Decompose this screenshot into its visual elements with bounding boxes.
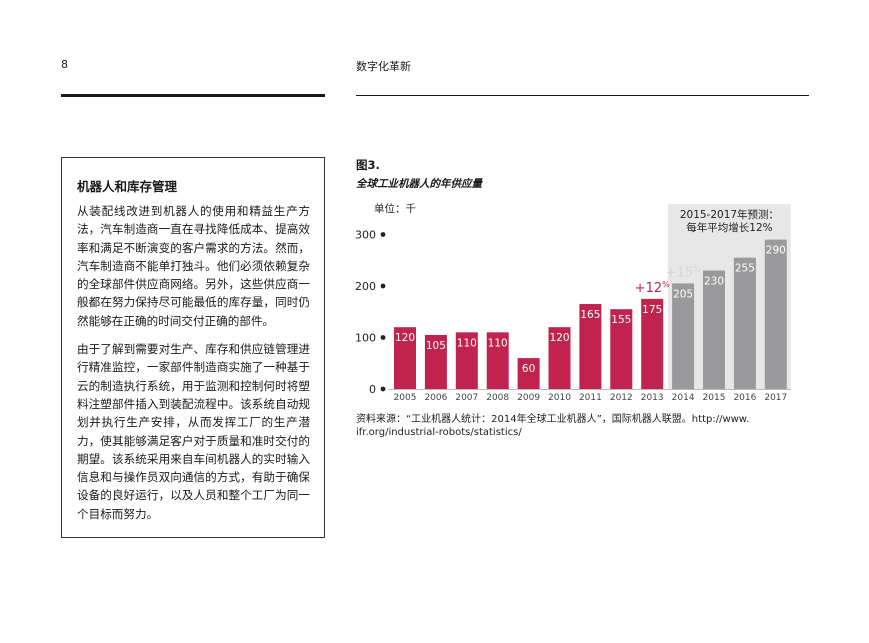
bar-2007 xyxy=(455,332,478,389)
bar-value-label-2012: 155 xyxy=(611,314,631,326)
bar-value-label-2014: 205 xyxy=(673,288,693,300)
bar-value-label-2013: 175 xyxy=(642,304,662,316)
x-tick-label-2009: 2009 xyxy=(517,393,540,403)
right-column-rule xyxy=(356,95,809,96)
bar-value-label-2005: 120 xyxy=(395,332,415,344)
bar-value-label-2016: 255 xyxy=(735,263,755,275)
bar-value-label-2008: 110 xyxy=(488,337,508,349)
x-tick-label-2008: 2008 xyxy=(486,393,509,403)
bar-2006 xyxy=(424,334,447,389)
bar-value-label-2011: 165 xyxy=(580,309,600,321)
x-tick-label-2010: 2010 xyxy=(548,393,571,403)
y-tick-label-300: 300 xyxy=(355,229,376,242)
x-tick-label-2013: 2013 xyxy=(641,393,664,403)
y-tick-label-200: 200 xyxy=(355,280,376,293)
y-tick-dot-200 xyxy=(380,283,386,289)
x-tick-label-2015: 2015 xyxy=(703,393,726,403)
x-tick-label-2006: 2006 xyxy=(424,393,447,403)
forecast-note-line-2: 每年平均增长12% xyxy=(686,221,772,234)
growth-label-2013: +12% xyxy=(635,280,670,296)
bar-2009 xyxy=(517,358,540,389)
bar-value-label-2006: 105 xyxy=(426,340,446,352)
sidebar-paragraph-1: 从装配线改进到机器人的使用和精益生产方法，汽车制造商一直在寻找降低成本、提高效率… xyxy=(77,204,310,328)
x-tick-label-2016: 2016 xyxy=(733,393,756,403)
bar-value-label-2007: 110 xyxy=(457,337,477,349)
growth-label-2014: +15% xyxy=(666,264,701,280)
figure-label: 图3. xyxy=(356,158,380,172)
forecast-note-line-1: 2015-2017年预测： xyxy=(680,208,779,221)
x-tick-label-2014: 2014 xyxy=(672,393,695,403)
bar-value-label-2010: 120 xyxy=(549,332,569,344)
page-number: 8 xyxy=(61,58,68,71)
bar-2010 xyxy=(548,327,571,389)
bar-2005 xyxy=(394,327,416,389)
bar-2012 xyxy=(610,309,633,389)
bar-2008 xyxy=(486,332,509,389)
left-column-rule xyxy=(61,94,325,97)
bar-2014 xyxy=(672,283,695,389)
x-tick-label-2005: 2005 xyxy=(394,393,417,403)
sidebar-paragraph-2: 由于了解到需要对生产、库存和供应链管理进行精准监控，一家部件制造商实施了一种基于… xyxy=(77,342,310,521)
y-tick-dot-300 xyxy=(380,232,386,237)
sidebar-box: 机器人和库存管理 从装配线改进到机器人的使用和精益生产方法，汽车制造商一直在寻找… xyxy=(61,157,325,538)
y-tick-label-0: 0 xyxy=(369,383,376,396)
bar-2011 xyxy=(579,304,602,389)
figure-title: 全球工业机器人的年供应量 xyxy=(356,178,482,190)
bar-2013 xyxy=(641,298,664,389)
bar-value-label-2017: 290 xyxy=(766,245,786,257)
bar-value-label-2009: 60 xyxy=(522,363,535,375)
bar-2017 xyxy=(764,239,787,389)
running-head: 数字化革新 xyxy=(356,60,411,73)
y-tick-label-100: 100 xyxy=(355,332,376,345)
figure-source: 资料来源：“工业机器人统计：2014年全球工业机器人”，国际机器人联盟。http… xyxy=(356,414,750,438)
y-tick-dot-0 xyxy=(380,386,386,392)
x-tick-label-2007: 2007 xyxy=(455,393,478,403)
bar-value-label-2015: 230 xyxy=(704,276,724,288)
y-tick-dot-100 xyxy=(380,335,386,340)
x-tick-label-2017: 2017 xyxy=(764,393,787,403)
bar-2016 xyxy=(733,257,756,389)
x-tick-label-2011: 2011 xyxy=(579,393,602,403)
bar-2015 xyxy=(703,270,725,389)
sidebar-title: 机器人和库存管理 xyxy=(77,179,178,194)
x-tick-label-2012: 2012 xyxy=(610,393,633,403)
unit-label: 单位：千 xyxy=(374,202,416,215)
